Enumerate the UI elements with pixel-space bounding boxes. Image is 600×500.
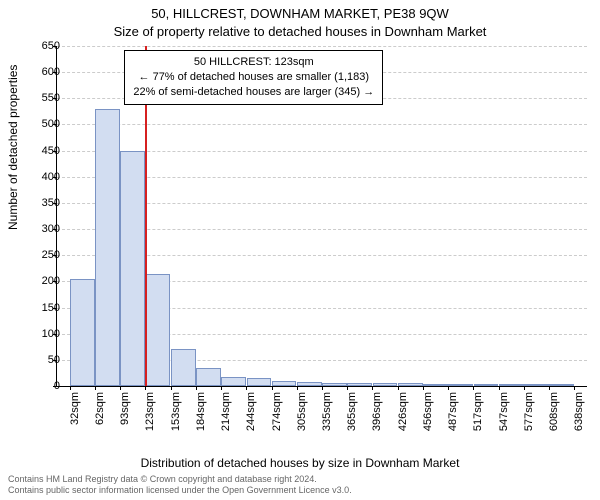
annotation-box: 50 HILLCREST: 123sqm← 77% of detached ho… bbox=[124, 50, 383, 105]
x-tick-mark bbox=[322, 386, 323, 390]
y-tick-label: 600 bbox=[26, 66, 60, 78]
x-tick-mark bbox=[171, 386, 172, 390]
histogram-bar bbox=[549, 384, 574, 386]
histogram-bar bbox=[474, 384, 499, 386]
x-tick-label: 487sqm bbox=[447, 392, 459, 442]
histogram-bar bbox=[297, 382, 322, 386]
histogram-bar bbox=[398, 383, 423, 386]
y-tick-label: 650 bbox=[26, 40, 60, 52]
x-tick-label: 365sqm bbox=[346, 392, 358, 442]
histogram-bar bbox=[70, 279, 95, 386]
x-tick-mark bbox=[448, 386, 449, 390]
x-tick-mark bbox=[524, 386, 525, 390]
x-tick-mark bbox=[549, 386, 550, 390]
histogram-bar bbox=[423, 384, 448, 386]
x-tick-label: 32sqm bbox=[69, 392, 81, 442]
x-axis-label: Distribution of detached houses by size … bbox=[0, 456, 600, 470]
histogram-bar bbox=[524, 384, 549, 386]
x-tick-label: 577sqm bbox=[523, 392, 535, 442]
x-tick-label: 123sqm bbox=[144, 392, 156, 442]
y-axis-label: Number of detached properties bbox=[6, 65, 20, 230]
x-tick-label: 305sqm bbox=[296, 392, 308, 442]
y-tick-label: 400 bbox=[26, 171, 60, 183]
annotation-line3: 22% of semi-detached houses are larger (… bbox=[133, 85, 374, 100]
x-tick-mark bbox=[473, 386, 474, 390]
histogram-bar bbox=[448, 384, 473, 386]
chart-title-main: 50, HILLCREST, DOWNHAM MARKET, PE38 9QW bbox=[0, 6, 600, 21]
x-tick-label: 608sqm bbox=[548, 392, 560, 442]
footer-line2: Contains public sector information licen… bbox=[8, 485, 352, 496]
x-tick-label: 456sqm bbox=[422, 392, 434, 442]
y-tick-label: 0 bbox=[26, 380, 60, 392]
annotation-line1: 50 HILLCREST: 123sqm bbox=[133, 55, 374, 70]
x-tick-label: 426sqm bbox=[397, 392, 409, 442]
y-tick-label: 500 bbox=[26, 118, 60, 130]
histogram-bar bbox=[499, 384, 524, 386]
chart-title-sub: Size of property relative to detached ho… bbox=[0, 24, 600, 39]
y-tick-label: 300 bbox=[26, 223, 60, 235]
x-tick-mark bbox=[297, 386, 298, 390]
x-tick-label: 335sqm bbox=[321, 392, 333, 442]
y-tick-label: 350 bbox=[26, 197, 60, 209]
gridline bbox=[57, 46, 587, 47]
histogram-bar bbox=[146, 274, 171, 386]
histogram-bar bbox=[95, 109, 120, 386]
histogram-bar bbox=[322, 383, 347, 386]
histogram-bar bbox=[347, 383, 372, 386]
y-tick-label: 200 bbox=[26, 275, 60, 287]
x-tick-mark bbox=[499, 386, 500, 390]
x-tick-mark bbox=[372, 386, 373, 390]
x-tick-mark bbox=[347, 386, 348, 390]
histogram-bar bbox=[221, 377, 246, 386]
x-tick-label: 517sqm bbox=[472, 392, 484, 442]
x-tick-label: 244sqm bbox=[245, 392, 257, 442]
x-tick-mark bbox=[423, 386, 424, 390]
y-tick-label: 550 bbox=[26, 92, 60, 104]
x-tick-label: 638sqm bbox=[573, 392, 585, 442]
x-tick-label: 153sqm bbox=[170, 392, 182, 442]
x-tick-mark bbox=[398, 386, 399, 390]
histogram-bar bbox=[272, 381, 297, 386]
histogram-bar bbox=[120, 151, 145, 386]
property-size-histogram: 50, HILLCREST, DOWNHAM MARKET, PE38 9QW … bbox=[0, 0, 600, 500]
x-tick-mark bbox=[70, 386, 71, 390]
y-tick-label: 50 bbox=[26, 354, 60, 366]
x-tick-mark bbox=[145, 386, 146, 390]
x-tick-mark bbox=[272, 386, 273, 390]
footer-line1: Contains HM Land Registry data © Crown c… bbox=[8, 474, 352, 485]
annotation-line2: ← 77% of detached houses are smaller (1,… bbox=[133, 70, 374, 85]
x-tick-label: 274sqm bbox=[271, 392, 283, 442]
x-tick-mark bbox=[196, 386, 197, 390]
x-tick-mark bbox=[246, 386, 247, 390]
x-tick-label: 214sqm bbox=[220, 392, 232, 442]
y-tick-label: 100 bbox=[26, 328, 60, 340]
y-tick-label: 150 bbox=[26, 302, 60, 314]
y-tick-label: 250 bbox=[26, 249, 60, 261]
footer-attribution: Contains HM Land Registry data © Crown c… bbox=[8, 474, 352, 496]
x-tick-mark bbox=[574, 386, 575, 390]
x-tick-mark bbox=[120, 386, 121, 390]
x-tick-label: 93sqm bbox=[119, 392, 131, 442]
x-tick-mark bbox=[95, 386, 96, 390]
histogram-bar bbox=[247, 378, 272, 386]
x-tick-label: 396sqm bbox=[371, 392, 383, 442]
x-tick-label: 547sqm bbox=[498, 392, 510, 442]
histogram-bar bbox=[373, 383, 398, 386]
histogram-bar bbox=[171, 349, 196, 386]
y-tick-label: 450 bbox=[26, 145, 60, 157]
histogram-bar bbox=[196, 368, 221, 386]
x-tick-mark bbox=[221, 386, 222, 390]
x-tick-label: 62sqm bbox=[94, 392, 106, 442]
gridline bbox=[57, 124, 587, 125]
x-tick-label: 184sqm bbox=[195, 392, 207, 442]
